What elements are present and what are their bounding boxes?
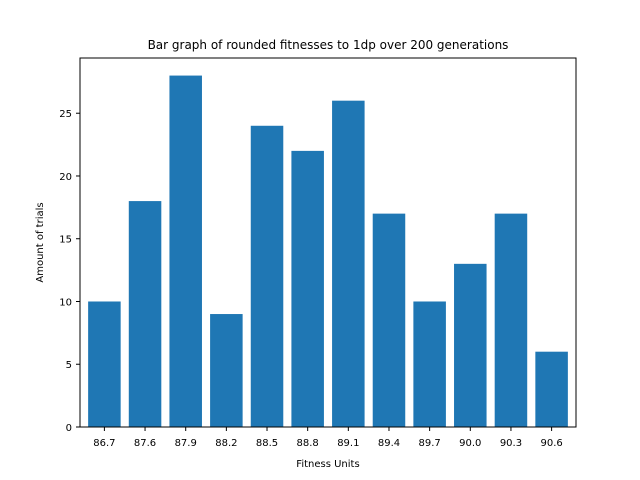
y-tick-label: 5	[66, 360, 72, 371]
y-axis-label: Amount of trials	[35, 202, 46, 282]
bar-89.1	[332, 100, 365, 428]
x-tick-label: 87.6	[134, 438, 156, 449]
y-tick-label: 25	[59, 109, 72, 120]
bar-89.7	[413, 301, 446, 427]
x-tick-label: 90.3	[500, 438, 522, 449]
x-tick-label: 88.8	[297, 438, 319, 449]
y-tick-label: 15	[59, 235, 72, 246]
bar-88.5	[250, 125, 284, 427]
y-axis: 0 5 10 15 20 25	[59, 109, 80, 434]
plot-frame	[79, 57, 577, 428]
x-tick-label: 89.1	[337, 438, 359, 449]
x-tick-label: 88.5	[256, 438, 278, 449]
bar-87.6	[128, 201, 162, 427]
bar-86.7	[88, 301, 121, 427]
y-tick-label: 0	[66, 423, 72, 434]
bar-90.6	[535, 351, 568, 427]
x-tick-label: 90.0	[459, 438, 481, 449]
bar-88.8	[291, 150, 324, 427]
x-tick-label: 88.2	[215, 438, 237, 449]
x-tick-label: 87.9	[175, 438, 197, 449]
x-tick-label: 89.4	[378, 438, 400, 449]
chart-title: Bar graph of rounded fitnesses to 1dp ov…	[148, 38, 509, 52]
bar-90.3	[494, 213, 528, 427]
bar-89.4	[372, 213, 406, 427]
x-tick-label: 90.6	[540, 438, 562, 449]
y-tick-label: 20	[59, 172, 72, 183]
x-axis-label: Fitness Units	[296, 459, 359, 470]
x-tick-label: 89.7	[419, 438, 441, 449]
y-tick-label: 10	[59, 297, 72, 308]
bar-87.9	[169, 75, 202, 428]
bars-group	[88, 75, 568, 428]
x-axis: 86.7 87.6 87.9 88.2 88.5 88.8 89.1 89.4 89.7 90.0…	[93, 427, 563, 449]
bar-90.0	[454, 263, 487, 427]
bar-88.2	[210, 314, 243, 427]
x-tick-label: 86.7	[93, 438, 115, 449]
